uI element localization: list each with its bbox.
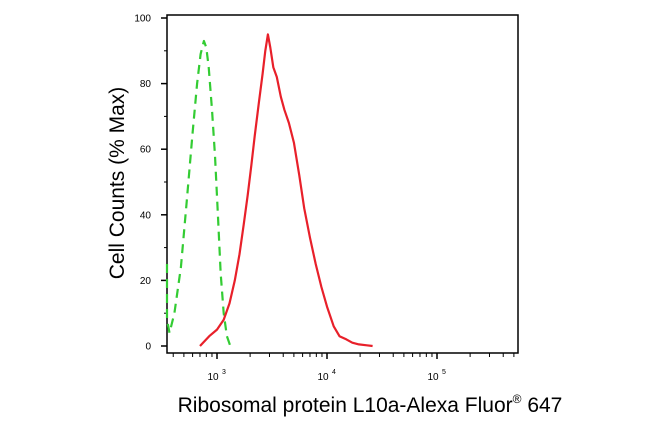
y-tick-label: 20 [140, 276, 152, 287]
y-tick-label: 0 [145, 342, 151, 353]
x-axis-label-sup: ® [512, 392, 522, 406]
y-tick-labels: 0 20 40 60 80 100 [134, 14, 151, 353]
y-tick-label: 60 [140, 145, 152, 156]
x-tick-label-exponent: 4 [332, 369, 336, 376]
x-tick-labels: 10 3 10 4 10 5 [207, 369, 446, 383]
axis-ticks [161, 17, 515, 359]
x-tick-label: 10 [317, 372, 329, 383]
plot-frame [166, 14, 519, 354]
x-tick-label-exponent: 3 [222, 369, 226, 376]
x-tick-label: 10 [427, 372, 439, 383]
y-axis-label: Cell Counts (% Max) [106, 87, 129, 280]
y-tick-label: 100 [134, 14, 151, 25]
x-axis-label-suffix: 647 [521, 394, 563, 417]
series-line-solid [199, 33, 373, 348]
x-tick-label: 10 [207, 372, 219, 383]
series-line-dashed [165, 39, 232, 347]
x-axis-label: Ribosomal protein L10a-Alexa Fluor® 647 [105, 392, 635, 418]
x-axis-label-main: Ribosomal protein L10a-Alexa Fluor [177, 394, 513, 417]
x-tick-label-exponent: 5 [442, 369, 446, 376]
y-tick-label: 80 [140, 79, 152, 90]
y-tick-label: 40 [140, 210, 152, 221]
series-layer [165, 33, 373, 348]
